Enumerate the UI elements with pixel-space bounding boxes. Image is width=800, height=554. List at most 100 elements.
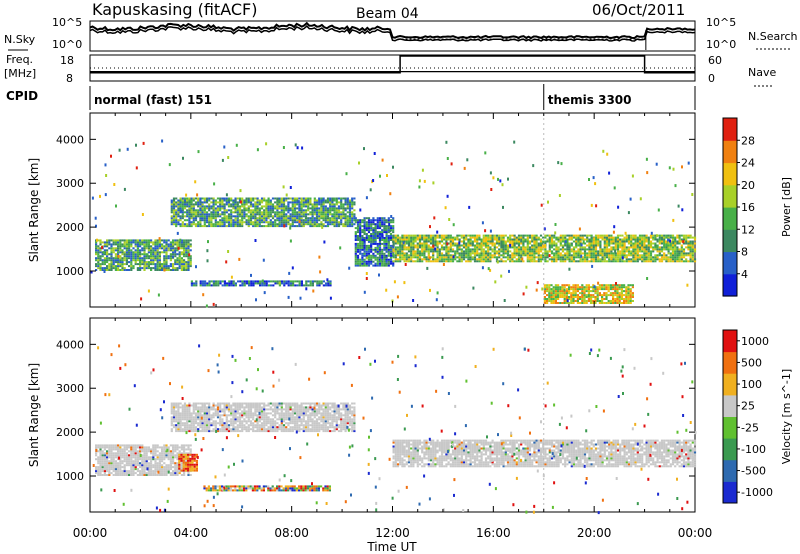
power-echo-cell xyxy=(590,258,593,261)
power-echo-cell xyxy=(389,244,393,247)
power-echo-cell xyxy=(572,288,575,291)
power-echo-cell xyxy=(423,234,426,237)
power-echo-cell xyxy=(287,217,290,220)
power-echo-cell xyxy=(469,256,472,259)
power-echo-cell xyxy=(559,288,562,291)
velocity-echo-cell xyxy=(128,462,131,465)
power-echo-cell xyxy=(605,252,609,255)
power-echo-cell xyxy=(427,256,430,259)
power-echo-cell xyxy=(381,250,384,253)
power-echo-cell xyxy=(365,252,368,255)
power-scatter-cell xyxy=(389,192,392,196)
power-echo-cell xyxy=(346,207,349,210)
power-echo-cell xyxy=(199,211,202,214)
velocity-echo-cell xyxy=(154,458,157,461)
power-ytick-label: 3000 xyxy=(56,177,84,190)
power-echo-cell xyxy=(599,260,602,263)
power-echo-cell xyxy=(539,260,543,263)
power-echo-cell xyxy=(331,203,334,206)
power-echo-cell xyxy=(687,234,690,237)
power-echo-cell xyxy=(344,201,347,204)
power-echo-cell xyxy=(309,207,312,210)
power-echo-cell xyxy=(367,239,371,241)
power-echo-cell xyxy=(583,300,586,302)
power-echo-cell xyxy=(489,242,492,245)
velocity-echo-cell xyxy=(150,468,153,471)
power-echo-cell xyxy=(335,201,338,204)
power-echo-cell xyxy=(460,236,463,239)
power-echo-cell xyxy=(498,256,501,259)
power-echo-cell xyxy=(340,217,343,220)
power-echo-cell xyxy=(95,243,98,246)
velocity-echo-cell xyxy=(156,462,159,465)
power-echo-cell xyxy=(186,211,189,214)
power-echo-cell xyxy=(110,263,113,266)
power-echo-cell xyxy=(603,252,606,255)
power-echo-cell xyxy=(97,259,100,262)
power-echo-cell xyxy=(636,250,639,253)
power-echo-cell xyxy=(636,242,639,245)
power-scatter-cell xyxy=(452,223,455,227)
power-echo-cell xyxy=(205,197,209,200)
velocity-echo-cell xyxy=(128,456,131,459)
power-echo-cell xyxy=(261,282,264,285)
power-echo-cell xyxy=(618,288,621,291)
power-echo-cell xyxy=(454,252,457,255)
power-echo-cell xyxy=(227,201,231,204)
power-echo-cell xyxy=(592,290,595,293)
power-echo-cell xyxy=(511,260,514,263)
power-echo-cell xyxy=(588,254,591,257)
power-echo-cell xyxy=(210,223,213,226)
power-echo-cell xyxy=(252,280,255,283)
power-echo-cell xyxy=(178,267,181,270)
power-echo-cell xyxy=(546,302,549,304)
power-echo-cell xyxy=(199,219,202,222)
power-echo-cell xyxy=(598,286,601,289)
power-echo-cell xyxy=(548,284,551,287)
power-echo-cell xyxy=(506,236,510,239)
velocity-echo-cell xyxy=(154,454,157,457)
power-echo-cell xyxy=(396,250,400,253)
power-echo-cell xyxy=(165,267,168,270)
power-echo-cell xyxy=(249,205,253,208)
power-echo-cell xyxy=(376,248,379,251)
power-echo-cell xyxy=(141,249,144,252)
power-echo-cell xyxy=(254,201,257,204)
velocity-echo-cell xyxy=(156,456,159,459)
power-echo-cell xyxy=(230,215,233,218)
power-scatter-cell xyxy=(681,165,683,169)
power-echo-cell xyxy=(256,282,259,285)
velocity-echo-cell xyxy=(117,472,120,475)
power-echo-cell xyxy=(132,241,135,244)
power-echo-cell xyxy=(625,250,628,253)
power-echo-cell xyxy=(625,234,628,237)
power-echo-cell xyxy=(316,284,319,287)
power-echo-cell xyxy=(436,246,439,249)
power-echo-cell xyxy=(381,225,384,228)
power-echo-cell xyxy=(570,296,573,298)
power-echo-cell xyxy=(282,211,286,214)
power-echo-cell xyxy=(674,256,677,259)
power-echo-cell xyxy=(572,234,576,237)
power-echo-cell xyxy=(247,223,250,226)
power-echo-cell xyxy=(234,217,237,220)
power-echo-cell xyxy=(607,290,610,293)
power-scatter-cell xyxy=(96,238,98,242)
power-echo-cell xyxy=(608,240,611,243)
power-echo-cell xyxy=(678,260,681,263)
power-echo-cell xyxy=(252,213,255,216)
power-scatter-cell xyxy=(646,277,649,280)
power-echo-cell xyxy=(187,265,190,268)
power-echo-cell xyxy=(555,258,558,261)
power-echo-cell xyxy=(454,244,457,247)
power-echo-cell xyxy=(495,240,499,243)
power-echo-cell xyxy=(298,203,301,206)
velocity-echo-cell xyxy=(139,450,142,453)
power-echo-cell xyxy=(123,245,126,248)
power-echo-cell xyxy=(150,251,153,254)
power-echo-cell xyxy=(108,239,111,242)
power-echo-cell xyxy=(119,251,122,254)
power-echo-cell xyxy=(194,201,198,204)
power-echo-cell xyxy=(289,215,292,218)
velocity-echo-cell xyxy=(121,454,124,457)
